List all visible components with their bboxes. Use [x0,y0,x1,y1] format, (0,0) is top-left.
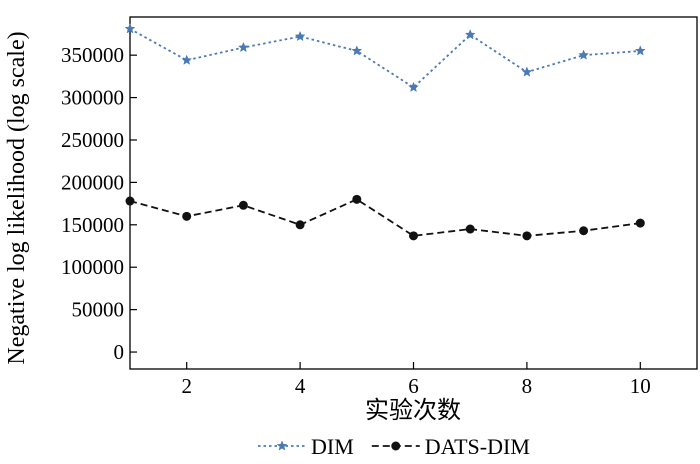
star-marker [351,45,363,56]
circle-marker [522,231,532,241]
x-tick-label: 8 [522,374,533,398]
circle-marker [125,196,135,206]
circle-marker [465,224,475,234]
y-tick-label: 0 [114,340,125,364]
circle-marker [295,220,305,230]
star-marker [276,440,288,451]
y-tick-label: 100000 [61,255,124,279]
x-tick-label: 4 [295,374,306,398]
star-marker [578,49,589,60]
legend-label: DIM [311,434,354,459]
star-marker [124,23,136,34]
star-marker [521,66,533,77]
star-marker [294,30,306,42]
y-axis-label: Negative log likelihood (log scale) [4,31,30,364]
star-marker [464,29,476,40]
legend: DIM DATS-DIM [258,434,530,459]
circle-marker [579,226,589,236]
y-axis-ticks: 0 50000 100000 150000 200000 250000 300000 3500… [61,43,137,364]
legend-item: DATS-DIM [371,434,530,459]
y-tick-label: 250000 [61,128,124,152]
circle-marker [352,194,362,204]
legend-item: DIM [258,434,354,459]
series-dim [124,23,646,92]
star-marker [408,81,419,92]
circle-marker [409,231,418,241]
star-marker [634,45,646,56]
x-tick-label: 10 [630,374,651,398]
y-tick-label: 300000 [61,86,124,110]
star-marker [181,54,193,65]
y-tick-label: 350000 [61,43,124,67]
circle-marker [635,218,645,228]
y-tick-label: 200000 [61,170,124,194]
y-tick-label: 150000 [61,213,124,237]
x-axis-label: 实验次数 [365,397,461,424]
legend-label: DATS-DIM [425,434,530,459]
series-dats-dim [125,194,645,241]
circle-marker [182,211,192,221]
series-layer [124,23,646,241]
series-line [129,198,641,237]
circle-marker [238,200,248,210]
x-tick-label: 2 [181,374,192,398]
y-tick-label: 50000 [72,298,125,322]
plot-frame [129,16,698,370]
star-marker [237,41,249,53]
series-line [129,28,641,89]
x-tick-label: 6 [408,374,419,398]
circle-marker [391,441,401,451]
x-axis-ticks: 2 4 6 8 10 [181,362,651,398]
